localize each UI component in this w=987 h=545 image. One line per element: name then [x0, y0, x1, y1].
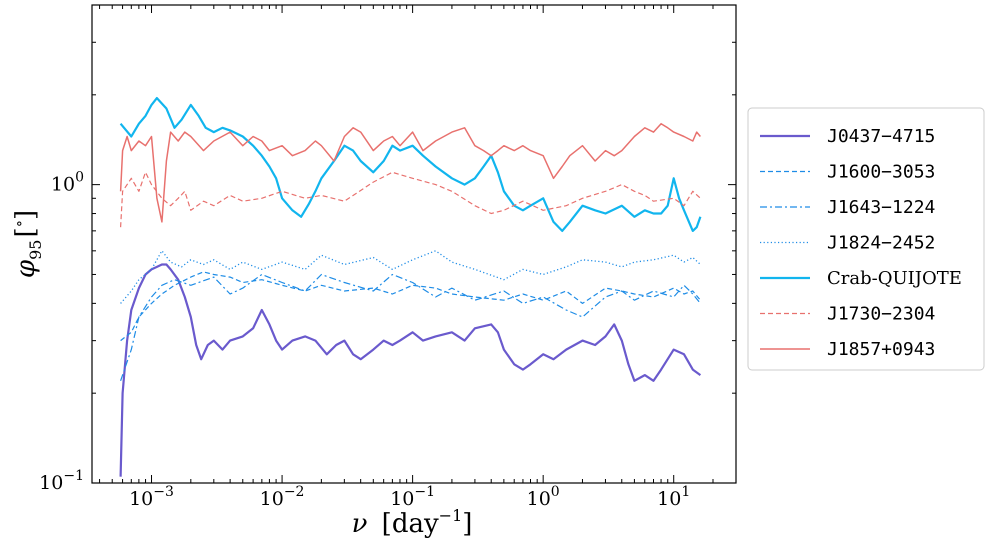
plot-area: [92, 5, 736, 483]
legend-label-1: J1600−3053: [827, 162, 935, 183]
legend-box: [747, 107, 985, 371]
tick-label-layer: 10−3 10−2 10−1 100 101 10−1 100: [39, 170, 690, 510]
legend-label-5: J1730−2304: [827, 304, 935, 325]
legend-label-4: Crab-QUIJOTE: [827, 268, 962, 289]
x-tick-label-4: 101: [657, 484, 690, 510]
x-tick-label-3: 100: [527, 484, 560, 510]
x-axis-title: ν [day−1]: [352, 506, 473, 539]
tick-layer: [92, 4, 737, 484]
y-tick-label-0: 10−1: [39, 468, 84, 494]
series-line-0: [119, 263, 702, 477]
legend-label-6: J1857+0943: [827, 339, 935, 360]
plot-frame: [91, 4, 737, 484]
y-tick-label-1: 100: [51, 170, 84, 196]
legend-label-3: J1824−2452: [827, 233, 935, 254]
x-tick-label-1: 10−2: [260, 484, 305, 510]
series-line-4: [119, 97, 702, 232]
x-tick-label-0: 10−3: [129, 484, 174, 510]
series-layer: [119, 97, 702, 477]
legend: J0437−4715 J1600−3053 J1643−1224 J1824−2452…: [747, 107, 985, 371]
legend-label-2: J1643−1224: [827, 197, 935, 218]
series-line-3: [120, 250, 701, 304]
x-tick-label-2: 10−1: [390, 484, 435, 510]
legend-label-0: J0437−4715: [827, 126, 935, 147]
series-line-1: [120, 271, 701, 342]
series-line-5: [120, 171, 701, 228]
legend-entries: J0437−4715 J1600−3053 J1643−1224 J1824−2452…: [760, 126, 962, 360]
series-line-6: [119, 122, 701, 223]
y-axis-title: φ95[∘]: [10, 210, 45, 278]
